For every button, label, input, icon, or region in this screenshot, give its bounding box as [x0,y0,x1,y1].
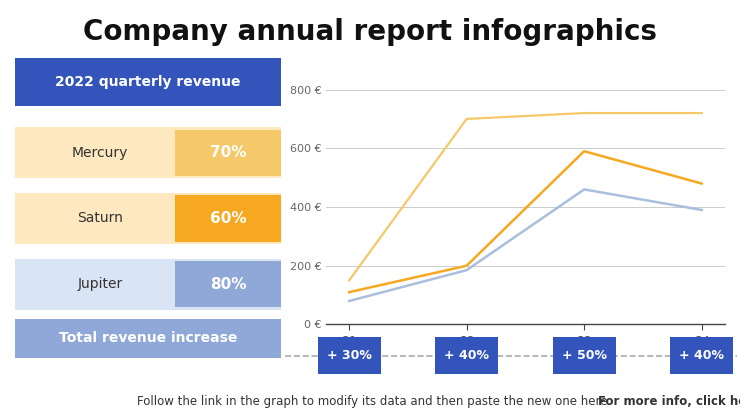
Text: 70%: 70% [209,145,246,160]
Text: Saturn: Saturn [77,211,123,225]
FancyBboxPatch shape [175,261,281,307]
FancyBboxPatch shape [15,259,281,310]
FancyBboxPatch shape [15,193,281,244]
FancyBboxPatch shape [435,337,498,374]
Text: 60%: 60% [209,211,246,226]
Text: Company annual report infographics: Company annual report infographics [83,18,657,46]
Text: + 40%: + 40% [444,349,489,362]
FancyBboxPatch shape [15,58,281,106]
Text: Total revenue increase: Total revenue increase [58,331,238,345]
FancyBboxPatch shape [175,129,281,176]
Text: + 40%: + 40% [679,349,724,362]
Text: 2022 quarterly revenue: 2022 quarterly revenue [56,75,240,89]
FancyBboxPatch shape [553,337,616,374]
Text: Jupiter: Jupiter [78,277,123,291]
FancyBboxPatch shape [15,319,281,358]
FancyBboxPatch shape [317,337,380,374]
Text: Mercury: Mercury [72,146,128,160]
Text: Follow the link in the graph to modify its data and then paste the new one here.: Follow the link in the graph to modify i… [137,395,619,408]
Text: For more info, click here: For more info, click here [598,395,740,408]
Text: + 30%: + 30% [326,349,371,362]
FancyBboxPatch shape [15,127,281,178]
Text: 80%: 80% [209,277,246,292]
FancyBboxPatch shape [670,337,733,374]
Text: + 50%: + 50% [562,349,607,362]
FancyBboxPatch shape [175,196,281,242]
